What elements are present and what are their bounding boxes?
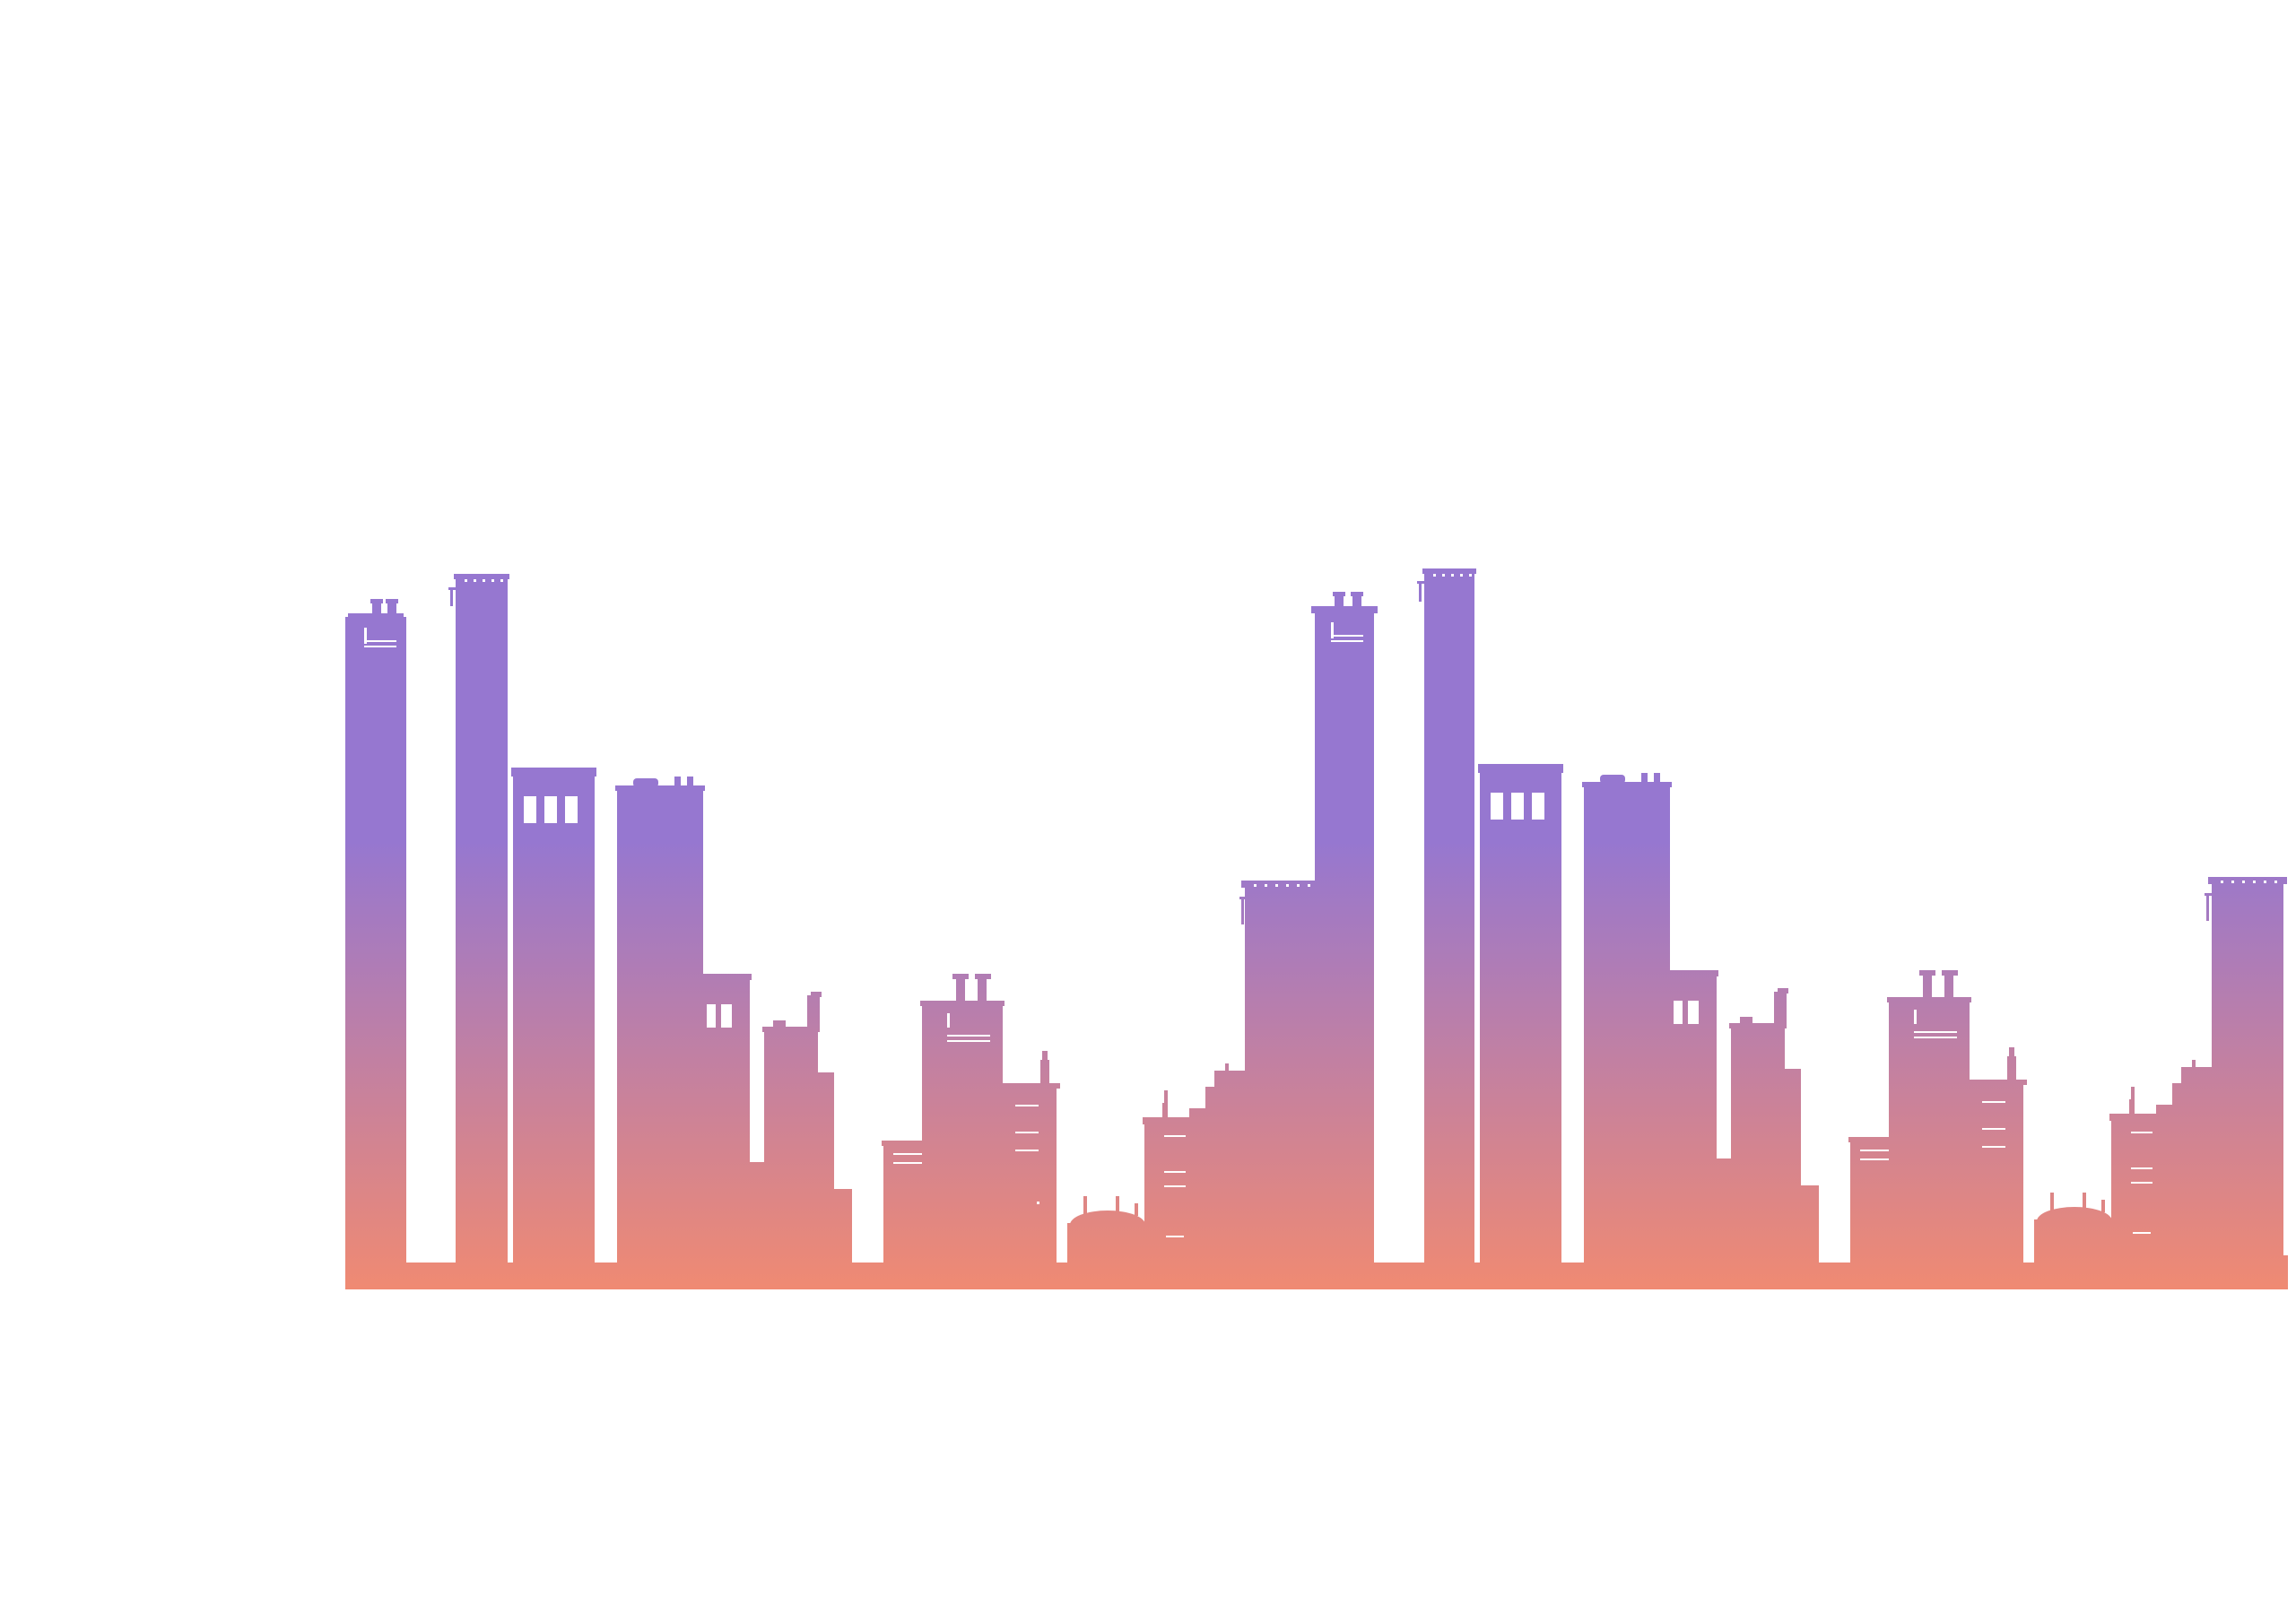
ground-strip	[345, 1263, 2288, 1289]
skyline-panel-left	[345, 568, 1476, 1266]
skyline-silhouette	[345, 568, 2288, 1289]
skyline-panel-right	[1478, 764, 2288, 1266]
window-details	[364, 574, 2277, 1237]
